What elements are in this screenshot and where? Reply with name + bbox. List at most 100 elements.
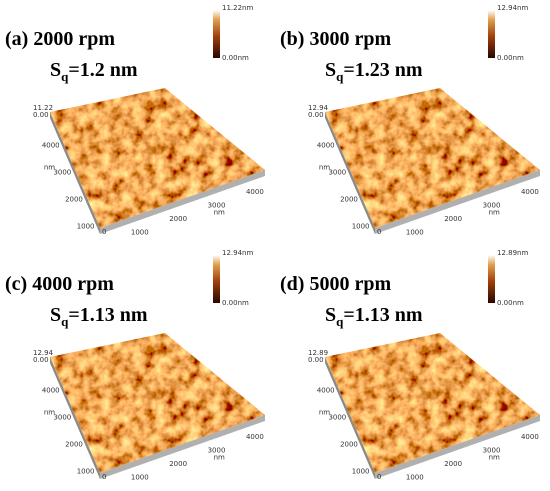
origin-label: 0 bbox=[102, 473, 106, 481]
surface-side bbox=[325, 112, 375, 234]
colorbar bbox=[213, 10, 220, 58]
y-tick-label: 1000 bbox=[352, 222, 370, 230]
z-min: 0.00 bbox=[308, 111, 324, 119]
y-tick-label: 2000 bbox=[65, 195, 83, 203]
sq-value: =1.23 nm bbox=[343, 59, 423, 81]
y-tick-label: 1000 bbox=[77, 467, 95, 475]
z-max: 12.94 bbox=[33, 349, 54, 357]
colorbar bbox=[488, 255, 495, 303]
colorbar-max: 12.94nm bbox=[222, 249, 253, 257]
x-tick-label: 1000 bbox=[406, 474, 424, 482]
x-tick-label: 1000 bbox=[131, 229, 149, 237]
roughness: Sq=1.2 nm bbox=[50, 59, 138, 84]
x-tick-label: 2000 bbox=[169, 215, 187, 223]
y-tick-label: 2000 bbox=[340, 195, 358, 203]
y-tick-label: 3000 bbox=[328, 168, 346, 176]
panel-label: (a) 2000 rpm bbox=[5, 28, 115, 50]
colorbar bbox=[488, 10, 495, 58]
sq-value: =1.2 nm bbox=[68, 59, 138, 81]
roughness: Sq=1.13 nm bbox=[50, 304, 148, 329]
colorbar-min: 0.00nm bbox=[222, 299, 249, 307]
y-tick-label: 3000 bbox=[53, 413, 71, 421]
afm-surface bbox=[325, 88, 540, 228]
y-unit: nm bbox=[44, 408, 55, 416]
sq-symbol: S bbox=[325, 59, 336, 81]
x-tick-label: 1000 bbox=[131, 474, 149, 482]
y-tick-label: 4000 bbox=[317, 386, 335, 394]
colorbar-max: 12.89nm bbox=[497, 249, 528, 257]
y-unit: nm bbox=[44, 163, 55, 171]
afm-surface bbox=[325, 333, 540, 473]
sq-value: =1.13 nm bbox=[68, 304, 148, 326]
x-tick-label: 4000 bbox=[521, 188, 539, 196]
y-tick-label: 4000 bbox=[42, 141, 60, 149]
surface-side bbox=[100, 170, 265, 234]
surface-side bbox=[375, 170, 540, 234]
x-tick-label: 2000 bbox=[444, 460, 462, 468]
roughness: Sq=1.13 nm bbox=[325, 304, 423, 329]
surface-side bbox=[50, 112, 100, 234]
x-tick-label: 2000 bbox=[169, 460, 187, 468]
afm-surface bbox=[50, 333, 265, 473]
sq-subscript: q bbox=[61, 314, 69, 329]
afm-surface bbox=[50, 88, 265, 228]
origin-label: 0 bbox=[377, 473, 381, 481]
y-tick-label: 1000 bbox=[352, 467, 370, 475]
sq-subscript: q bbox=[336, 314, 344, 329]
x-unit: nm bbox=[489, 209, 500, 217]
sq-symbol: S bbox=[50, 304, 61, 326]
x-tick-label: 3000 bbox=[208, 202, 226, 210]
x-tick-label: 1000 bbox=[406, 229, 424, 237]
z-max: 11.22 bbox=[33, 104, 53, 112]
roughness: Sq=1.23 nm bbox=[325, 59, 423, 84]
origin-label: 0 bbox=[102, 228, 106, 236]
colorbar-min: 0.00nm bbox=[222, 54, 249, 62]
z-max: 12.94 bbox=[308, 104, 329, 112]
sq-symbol: S bbox=[325, 304, 336, 326]
sq-subscript: q bbox=[336, 69, 344, 84]
z-min: 0.00 bbox=[33, 356, 49, 364]
y-tick-label: 4000 bbox=[317, 141, 335, 149]
surface-side bbox=[100, 415, 265, 479]
x-unit: nm bbox=[214, 209, 225, 217]
panel-label: (c) 4000 rpm bbox=[5, 273, 114, 295]
surface-side bbox=[325, 357, 375, 479]
colorbar-max: 12.94nm bbox=[497, 4, 528, 12]
colorbar-min: 0.00nm bbox=[497, 54, 524, 62]
colorbar-max: 11.22nm bbox=[222, 4, 253, 12]
surface-side bbox=[50, 357, 100, 479]
x-tick-label: 4000 bbox=[246, 188, 264, 196]
y-tick-label: 4000 bbox=[42, 386, 60, 394]
y-unit: nm bbox=[319, 163, 330, 171]
y-tick-label: 2000 bbox=[65, 440, 83, 448]
panel-label: (d) 5000 rpm bbox=[280, 273, 391, 295]
x-tick-label: 2000 bbox=[444, 215, 462, 223]
x-unit: nm bbox=[489, 454, 500, 462]
y-tick-label: 3000 bbox=[53, 168, 71, 176]
x-unit: nm bbox=[214, 454, 225, 462]
colorbar-min: 0.00nm bbox=[497, 299, 524, 307]
sq-subscript: q bbox=[61, 69, 69, 84]
x-tick-label: 3000 bbox=[208, 447, 226, 455]
z-min: 0.00 bbox=[33, 111, 49, 119]
z-min: 0.00 bbox=[308, 356, 324, 364]
panel-label: (b) 3000 rpm bbox=[280, 28, 391, 50]
z-max: 12.89 bbox=[308, 349, 328, 357]
x-tick-label: 4000 bbox=[521, 433, 539, 441]
sq-symbol: S bbox=[50, 59, 61, 81]
x-tick-label: 3000 bbox=[483, 202, 501, 210]
y-tick-label: 1000 bbox=[77, 222, 95, 230]
x-tick-label: 4000 bbox=[246, 433, 264, 441]
y-unit: nm bbox=[319, 408, 330, 416]
sq-value: =1.13 nm bbox=[343, 304, 423, 326]
colorbar bbox=[213, 255, 220, 303]
origin-label: 0 bbox=[377, 228, 381, 236]
x-tick-label: 3000 bbox=[483, 447, 501, 455]
surface-side bbox=[375, 415, 540, 479]
y-tick-label: 3000 bbox=[328, 413, 346, 421]
